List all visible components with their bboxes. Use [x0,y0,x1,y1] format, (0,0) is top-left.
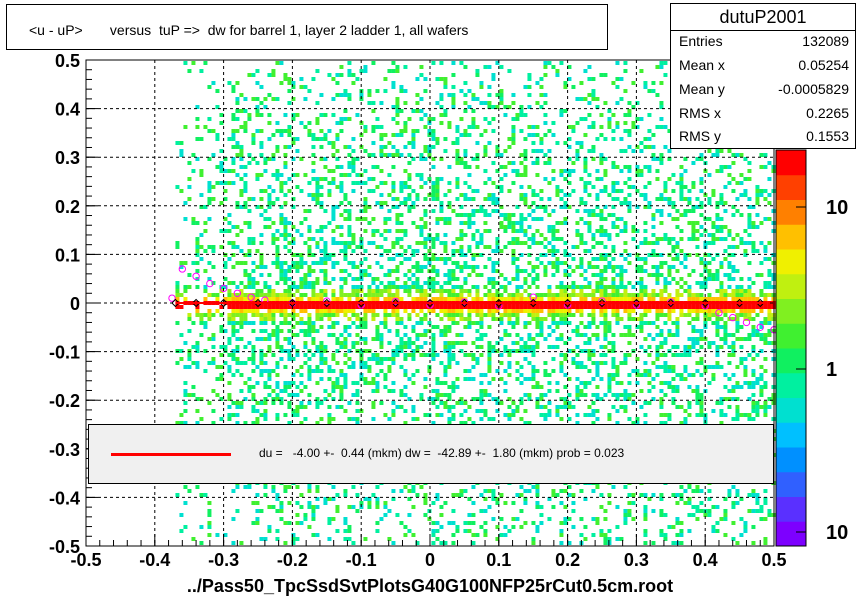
colorbar-band [776,422,806,448]
profile-point-magenta [357,301,365,309]
colorbar-band [776,521,806,547]
x-tick-label: -0.3 [208,550,239,570]
stats-histogram-name: dutuP2001 [671,4,855,31]
stats-row-entries: Entries 132089 [679,33,849,55]
x-tick-label: -0.1 [346,550,377,570]
stats-value: 0.05254 [798,57,849,73]
x-tick-label: -0.4 [139,550,170,570]
y-tick-label: 0 [70,294,80,314]
y-tick-label: -0.5 [49,537,80,557]
colorbar-band [776,397,806,423]
profile-point-magenta [219,284,228,293]
x-tick-label: 0.4 [693,550,718,570]
colorbar-band [776,199,806,225]
stats-key: Mean y [679,81,725,97]
y-tick-label: -0.2 [49,391,80,411]
colorbar-tick-label: 10 [826,197,848,219]
x-tick-label: -0.2 [277,550,308,570]
title-box: <u - uP> versus tuP => dw for barrel 1, … [6,4,608,50]
x-tick-label: 0.2 [555,550,580,570]
x-tick-label: -0.5 [70,550,101,570]
stats-key: Entries [679,33,723,49]
y-tick-label: 0.2 [55,197,80,217]
stats-key: RMS y [679,128,721,144]
colorbar-band [776,323,806,349]
colorbar-band [776,372,806,398]
stats-value: 0.1553 [806,128,849,144]
profile-point-magenta [563,301,572,309]
legend-fit-line [111,453,231,456]
colorbar-band [776,273,806,299]
colorbar-band [776,471,806,497]
x-tick-label: 0 [425,550,435,570]
y-tick-label: 0.4 [55,100,80,120]
profile-point-magenta [426,301,434,309]
x-tick-label: 0.5 [761,550,786,570]
profile-point-magenta [206,279,214,288]
stats-value: 0.2265 [806,105,849,121]
colorbar-tick-label: 10 [826,522,848,544]
profile-point-magenta [168,294,176,302]
y-tick-label: 0.3 [55,148,80,168]
stats-value: 132089 [802,33,849,49]
stats-value: -0.0005829 [778,81,849,97]
y-tick-label: -0.4 [49,488,80,508]
profile-point-magenta [178,265,187,273]
profile-point-magenta [598,297,606,305]
x-tick-label: 0.1 [486,550,511,570]
stats-row-rms-y: RMS y 0.1553 [679,128,849,150]
colorbar-band [776,249,806,275]
stats-row-rms-x: RMS x 0.2265 [679,105,849,127]
colorbar-band [776,447,806,473]
x-tick-label: 0.3 [624,550,649,570]
stats-row-mean-y: Mean y -0.0005829 [679,81,849,103]
fit-legend: du = -4.00 +- 0.44 (mkm) dw = -42.89 +- … [88,424,774,484]
colorbar-tick-label: 1 [826,359,837,381]
profile-point-magenta [247,293,255,301]
profile-point-magenta [529,293,537,301]
y-tick-label: 0.5 [55,51,80,71]
colorbar-band [776,298,806,324]
plot-title: <u - uP> versus tuP => dw for barrel 1, … [29,22,469,38]
profile-point-magenta [632,301,641,309]
stats-row-mean-x: Mean x 0.05254 [679,57,849,79]
y-tick-label: -0.1 [49,343,80,363]
profile-point-magenta [192,272,200,280]
stats-key: Mean x [679,57,725,73]
profile-point-magenta [323,297,331,305]
stats-key: RMS x [679,105,721,121]
legend-fit-text: du = -4.00 +- 0.44 (mkm) dw = -42.89 +- … [259,446,625,460]
profile-point-magenta [233,289,242,297]
profile-point-magenta [742,318,751,327]
y-tick-label: -0.3 [49,440,80,460]
profile-point-magenta [715,309,723,317]
profile-point-magenta [756,323,764,331]
colorbar-band [776,224,806,250]
colorbar-band [776,150,806,176]
y-tick-label: 0.1 [55,245,80,265]
profile-point-magenta [729,313,737,322]
stats-box: dutuP2001 Entries 132089 Mean x 0.05254 … [670,3,856,149]
colorbar-band [776,174,806,200]
profile-point-magenta [391,297,400,306]
colorbar-band [776,496,806,522]
file-name-label: ../Pass50_TpcSsdSvtPlotsG40G100NFP25rCut… [186,576,674,596]
colorbar-frame [775,149,807,547]
